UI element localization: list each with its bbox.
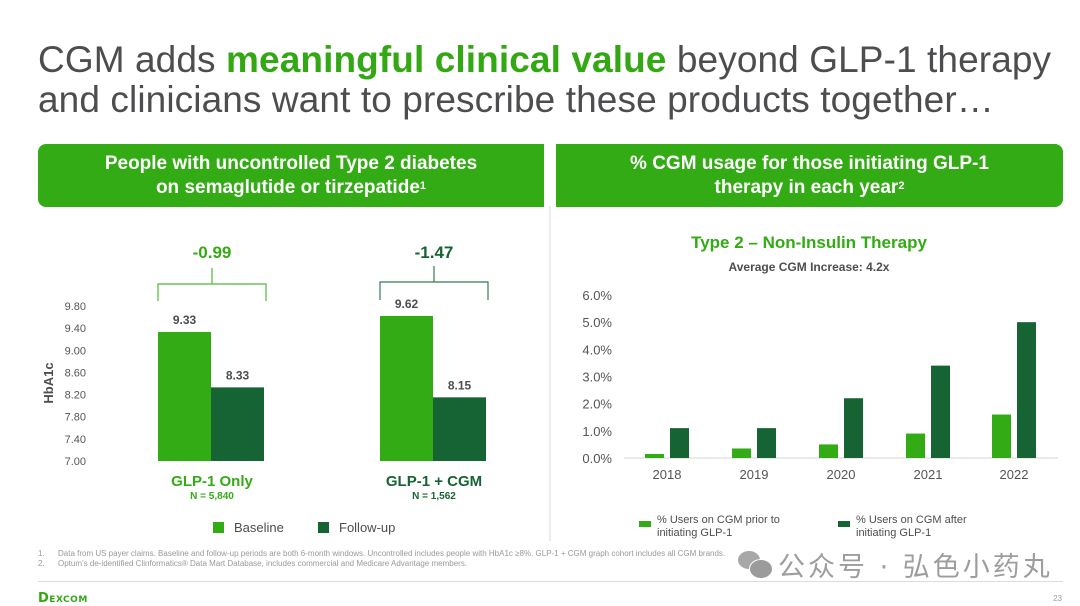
- chart-subtitle: Average CGM Increase: 4.2x: [729, 260, 890, 274]
- bar-after-glp1: [757, 428, 776, 458]
- slide-title: CGM adds meaningful clinical value beyon…: [38, 40, 1068, 120]
- y-tick-label: 8.20: [65, 390, 86, 402]
- legend-swatch: [213, 522, 224, 533]
- y-tick-label: 6.0%: [582, 288, 612, 303]
- legend-label: Baseline: [234, 520, 284, 535]
- legend-swatch: [838, 521, 850, 527]
- bar-prior-glp1: [906, 433, 925, 458]
- category-n: N = 1,562: [412, 491, 456, 502]
- y-tick-label: 2.0%: [582, 397, 612, 412]
- watermark-text: 公众号 · 弘色小药丸: [778, 552, 1053, 583]
- y-axis-label: HbA1c: [41, 362, 56, 403]
- title-highlight: meaningful clinical value: [226, 39, 667, 80]
- data-label: 9.33: [173, 313, 197, 327]
- y-tick-label: 8.60: [65, 367, 86, 379]
- bar-follow-up: [433, 397, 486, 461]
- change-label: -1.47: [415, 243, 454, 262]
- left-banner-line2: on semaglutide or tirzepatide: [155, 176, 420, 198]
- y-tick-label: 1.0%: [582, 424, 612, 439]
- bar-baseline: [158, 332, 211, 461]
- right-panel-banner: % CGM usage for those initiating GLP-1 t…: [556, 144, 1063, 207]
- y-tick-label: 9.00: [65, 345, 86, 357]
- legend-label: initiating GLP-1: [856, 527, 931, 539]
- footer-divider: [38, 581, 1063, 582]
- change-bracket: [379, 266, 489, 300]
- left-banner-footnote-ref: 1: [419, 179, 427, 192]
- right-banner-line1: % CGM usage for those initiating GLP-1: [630, 152, 989, 174]
- y-tick-label: 7.80: [65, 412, 86, 424]
- y-tick-label: 4.0%: [582, 342, 612, 357]
- x-tick-label: 2021: [914, 467, 943, 482]
- bar-prior-glp1: [819, 444, 838, 458]
- bar-after-glp1: [931, 365, 950, 458]
- category-label: GLP-1 Only: [171, 473, 253, 490]
- footnotes: 1. Data from US payer claims. Baseline an…: [38, 549, 725, 569]
- change-bracket: [157, 268, 267, 301]
- y-tick-label: 9.80: [65, 301, 86, 313]
- left-banner-line1: People with uncontrolled Type 2 diabetes: [104, 152, 478, 174]
- panel-divider: [549, 206, 551, 541]
- y-tick-label: 9.40: [65, 323, 86, 335]
- bar-prior-glp1: [732, 448, 751, 458]
- watermark: 公众号 · 弘色小药丸: [738, 545, 1053, 584]
- legend-label: % Users on CGM after: [856, 514, 967, 526]
- right-banner-footnote-ref: 2: [898, 179, 905, 192]
- dexcom-logo: Dexcom: [38, 591, 88, 606]
- logo-text: Dexcom: [38, 591, 88, 606]
- legend-label: Follow-up: [339, 520, 395, 535]
- data-label: 8.33: [226, 368, 250, 382]
- y-tick-label: 7.40: [65, 434, 86, 446]
- title-part1: CGM adds: [38, 39, 227, 80]
- footnote-number: 2.: [38, 559, 45, 568]
- y-tick-label: 0.0%: [582, 451, 612, 466]
- y-tick-label: 7.00: [65, 456, 86, 468]
- title-part2: beyond GLP-1 therapy: [666, 39, 1052, 80]
- change-label: -0.99: [193, 243, 232, 262]
- x-tick-label: 2020: [827, 467, 856, 482]
- bar-prior-glp1: [645, 453, 664, 458]
- footnote-text: Data from US payer claims. Baseline and …: [58, 549, 726, 558]
- bar-after-glp1: [670, 428, 689, 458]
- footnote-number: 1.: [38, 549, 45, 558]
- bar-follow-up: [211, 387, 264, 461]
- data-label: 8.15: [448, 378, 472, 392]
- category-n: N = 5,840: [190, 491, 234, 502]
- left-panel-banner: People with uncontrolled Type 2 diabetes…: [38, 144, 544, 207]
- page-number: 23: [1053, 594, 1062, 603]
- legend-swatch: [639, 521, 651, 527]
- data-label: 9.62: [395, 297, 419, 311]
- footnote-text: Optum’s de-identified Clinformatics® Dat…: [58, 559, 468, 568]
- wechat-icon: [738, 550, 773, 579]
- legend-label: % Users on CGM prior to: [657, 514, 780, 526]
- bar-after-glp1: [1017, 322, 1036, 458]
- y-tick-label: 5.0%: [582, 315, 612, 330]
- legend-swatch: [318, 522, 329, 533]
- category-label: GLP-1 + CGM: [386, 473, 482, 490]
- x-tick-label: 2018: [653, 467, 682, 482]
- chart-title: Type 2 – Non-Insulin Therapy: [691, 233, 927, 252]
- footnote-1: 1. Data from US payer claims. Baseline an…: [38, 549, 725, 559]
- right-banner-line2: therapy in each year: [714, 176, 899, 198]
- bar-after-glp1: [844, 398, 863, 458]
- y-tick-label: 3.0%: [582, 370, 612, 385]
- bar-baseline: [380, 315, 433, 461]
- x-tick-label: 2022: [1000, 467, 1029, 482]
- footnote-2: 2. Optum’s de-identified Clinformatics® D…: [38, 559, 725, 569]
- legend-label: initiating GLP-1: [657, 527, 732, 539]
- title-line2: and clinicians want to prescribe these p…: [38, 79, 994, 120]
- x-tick-label: 2019: [740, 467, 769, 482]
- bar-prior-glp1: [992, 414, 1011, 458]
